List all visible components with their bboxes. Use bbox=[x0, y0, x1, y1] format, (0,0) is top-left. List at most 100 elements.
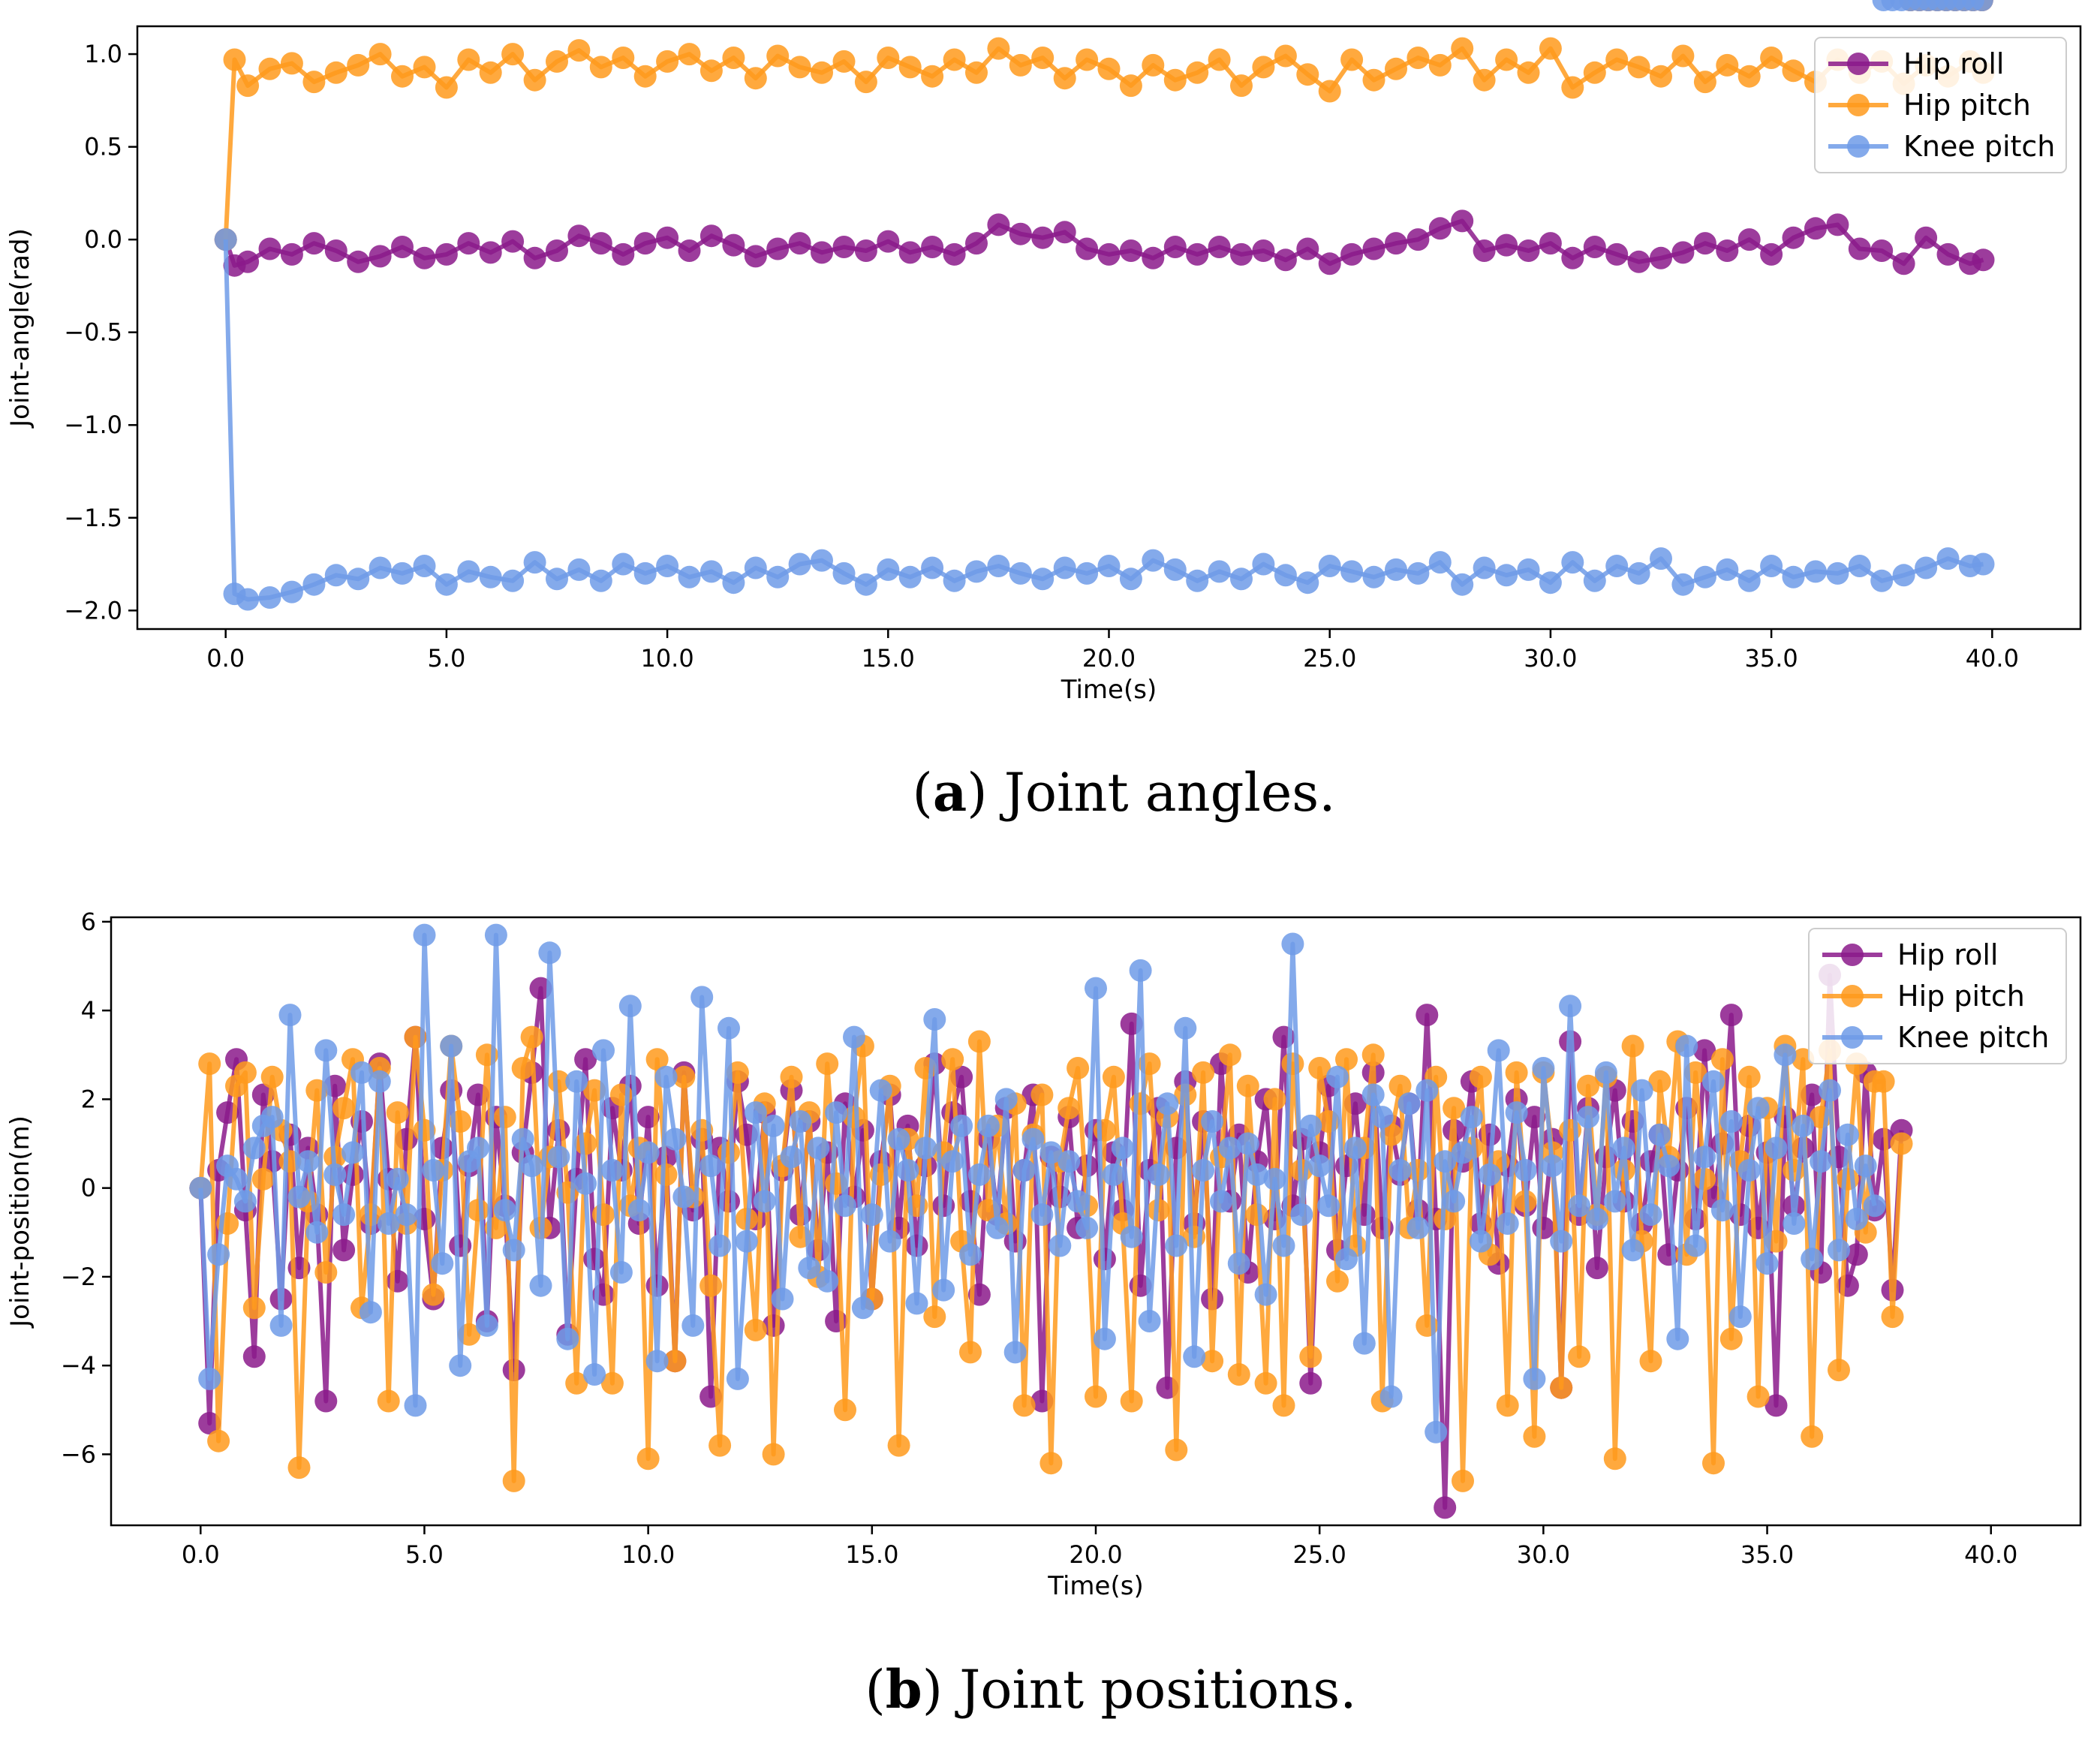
data-point bbox=[744, 556, 767, 579]
y-tick-label: −2.0 bbox=[64, 596, 122, 625]
legend-label: Hip roll bbox=[1903, 47, 2004, 80]
data-point bbox=[475, 1314, 498, 1337]
data-point bbox=[1848, 555, 1871, 577]
data-point bbox=[1254, 1371, 1277, 1395]
data-point bbox=[914, 1136, 937, 1160]
data-point bbox=[1710, 1048, 1734, 1071]
data-point bbox=[967, 1030, 991, 1053]
data-point bbox=[236, 588, 260, 611]
data-point bbox=[324, 564, 347, 587]
data-point bbox=[1163, 558, 1187, 581]
x-tick-label: 25.0 bbox=[1303, 644, 1356, 673]
data-point bbox=[854, 573, 877, 596]
data-point bbox=[1183, 1345, 1206, 1368]
data-point bbox=[1487, 1039, 1510, 1062]
data-point bbox=[1826, 213, 1849, 236]
data-point bbox=[269, 1314, 293, 1337]
data-point bbox=[520, 1154, 543, 1178]
data-point bbox=[1826, 561, 1849, 585]
data-point bbox=[1370, 1106, 1394, 1129]
joint-angles-chart: 0.0 5.0 10.0 15.0 20.0 25.0 30.0 35.0 40.0 1.0 0.5… bbox=[5, 25, 2082, 823]
data-point bbox=[766, 237, 790, 260]
data-point bbox=[547, 1145, 570, 1169]
data-point bbox=[921, 236, 944, 258]
data-point bbox=[1583, 236, 1606, 258]
x-tick-label: 0.0 bbox=[182, 1540, 220, 1569]
data-point bbox=[869, 1079, 892, 1102]
data-point bbox=[709, 1234, 732, 1257]
data-point bbox=[1362, 237, 1385, 260]
data-point bbox=[1451, 37, 1474, 60]
data-point bbox=[1111, 1136, 1134, 1160]
data-point bbox=[1147, 1163, 1170, 1186]
data-point bbox=[189, 1176, 212, 1200]
data-point bbox=[718, 1016, 740, 1040]
data-point bbox=[449, 1234, 472, 1257]
y-tick-label: −6 bbox=[61, 1440, 96, 1468]
x-tick-label: 40.0 bbox=[1966, 644, 2019, 673]
data-point bbox=[1031, 47, 1055, 69]
data-point bbox=[1443, 1097, 1466, 1120]
data-point bbox=[1053, 67, 1076, 90]
x-tick-label: 0.0 bbox=[206, 644, 245, 673]
data-point bbox=[788, 552, 811, 576]
data-point bbox=[198, 1412, 221, 1434]
data-point bbox=[832, 50, 856, 73]
data-point bbox=[735, 1230, 758, 1253]
data-point bbox=[1828, 1359, 1850, 1382]
data-point bbox=[556, 1327, 579, 1350]
y-tick-label: −1.5 bbox=[64, 504, 122, 532]
data-point bbox=[574, 1172, 597, 1195]
data-point bbox=[1252, 552, 1275, 576]
data-point bbox=[1693, 71, 1716, 94]
data-point bbox=[377, 1389, 400, 1413]
data-point bbox=[413, 246, 436, 269]
legend-swatch-marker bbox=[1841, 985, 1864, 1007]
data-point bbox=[1583, 61, 1606, 84]
data-point bbox=[1792, 1114, 1815, 1137]
data-point bbox=[1379, 1385, 1403, 1408]
data-point bbox=[678, 43, 701, 66]
data-point bbox=[877, 47, 900, 69]
data-point bbox=[1097, 242, 1121, 266]
data-point bbox=[1671, 44, 1695, 68]
data-point bbox=[1603, 1447, 1626, 1471]
data-point bbox=[709, 1434, 732, 1457]
data-point bbox=[1801, 1425, 1824, 1448]
data-point bbox=[1416, 1004, 1439, 1027]
data-point bbox=[1671, 241, 1695, 264]
x-tick-label: 30.0 bbox=[1517, 1540, 1570, 1569]
data-point bbox=[589, 232, 612, 255]
data-point bbox=[198, 1367, 221, 1390]
y-tick-label: 4 bbox=[81, 996, 96, 1025]
data-point bbox=[1097, 57, 1121, 80]
data-point bbox=[1657, 1154, 1680, 1178]
data-point bbox=[1801, 1083, 1824, 1106]
data-point bbox=[391, 561, 414, 585]
data-point bbox=[905, 1234, 928, 1257]
data-point bbox=[1782, 226, 1805, 249]
data-point bbox=[1129, 1092, 1152, 1115]
legend-label: Hip pitch bbox=[1903, 89, 2031, 122]
data-point bbox=[1702, 1070, 1725, 1093]
data-point bbox=[435, 76, 458, 99]
data-point bbox=[1361, 1083, 1385, 1106]
data-point bbox=[242, 1345, 266, 1368]
data-point bbox=[1201, 1110, 1224, 1133]
x-tick-label: 5.0 bbox=[405, 1540, 444, 1569]
data-point bbox=[1388, 1074, 1412, 1097]
data-point bbox=[1021, 1127, 1045, 1151]
data-point bbox=[1076, 1216, 1099, 1239]
data-point bbox=[1639, 1350, 1662, 1373]
data-point bbox=[1650, 246, 1672, 269]
data-point bbox=[1863, 1194, 1886, 1218]
data-point bbox=[1559, 995, 1582, 1018]
data-point bbox=[1252, 239, 1275, 262]
data-point bbox=[1594, 1061, 1617, 1084]
data-point bbox=[941, 1150, 964, 1173]
data-point bbox=[1804, 560, 1827, 583]
data-point bbox=[1120, 1225, 1143, 1248]
data-point bbox=[1693, 232, 1716, 255]
data-point bbox=[523, 246, 546, 269]
data-point bbox=[1407, 228, 1430, 251]
